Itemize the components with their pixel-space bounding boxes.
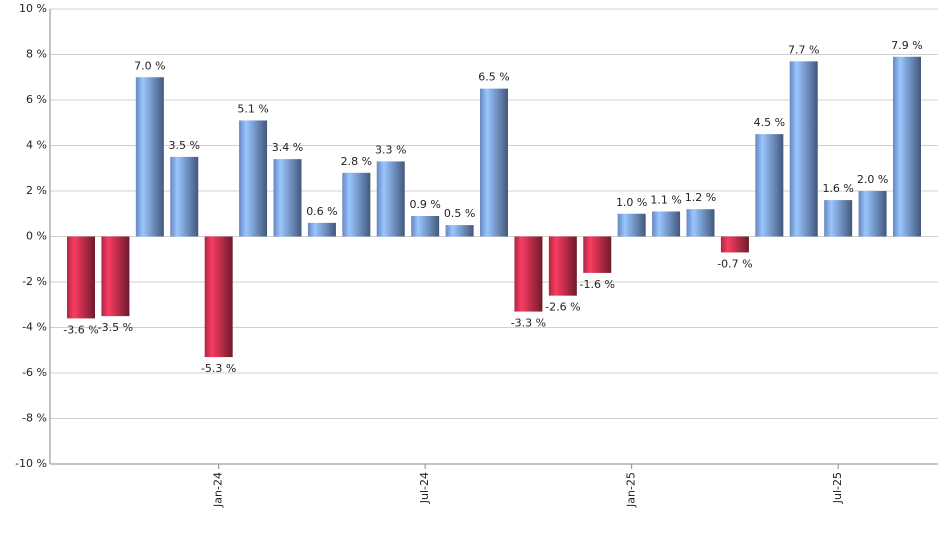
value-label: 6.5 % (478, 71, 509, 84)
bar (307, 222, 336, 237)
y-tick-label: -6 % (22, 366, 47, 379)
value-label: 1.2 % (685, 191, 716, 204)
value-label: 0.5 % (444, 207, 475, 220)
bar (480, 88, 508, 237)
bar (101, 236, 130, 317)
y-tick-label: -4 % (22, 321, 47, 334)
value-label: -1.6 % (580, 278, 615, 291)
y-tick-label: 10 % (19, 2, 47, 15)
value-label: 2.8 % (341, 155, 372, 168)
x-tick-label: Jul-25 (831, 472, 844, 504)
y-tick-label: 0 % (26, 230, 47, 243)
value-label: 7.9 % (891, 39, 922, 52)
bar (342, 172, 371, 237)
bar (411, 216, 440, 237)
value-label: -3.5 % (98, 321, 133, 334)
bar (548, 236, 577, 296)
value-label: 1.1 % (650, 193, 681, 206)
value-label: 1.0 % (616, 196, 647, 209)
bar (893, 56, 921, 237)
bar (170, 156, 199, 237)
value-label: 2.0 % (857, 173, 888, 186)
value-label: -3.6 % (63, 323, 98, 336)
bar (239, 120, 268, 237)
bar (204, 236, 233, 358)
bar (858, 191, 887, 237)
bar (135, 77, 164, 237)
y-tick-label: -2 % (22, 275, 47, 288)
bar (376, 161, 405, 237)
bar (652, 211, 681, 237)
value-label: 3.5 % (169, 139, 200, 152)
y-tick-label: -8 % (22, 412, 47, 425)
value-label: -2.6 % (545, 301, 580, 314)
value-label: 7.7 % (788, 43, 819, 56)
bar (445, 225, 474, 237)
bar (824, 200, 853, 237)
y-tick-label: -10 % (15, 457, 47, 470)
value-label: 4.5 % (754, 116, 785, 129)
x-tick-label: Jan-24 (212, 472, 225, 508)
value-label: 0.9 % (409, 198, 440, 211)
bar (755, 134, 784, 237)
bar (514, 236, 543, 312)
x-tick-label: Jul-24 (418, 472, 431, 504)
bar (583, 236, 612, 273)
value-label: 5.1 % (237, 102, 268, 115)
value-label: 3.3 % (375, 143, 406, 156)
y-tick-label: 6 % (26, 93, 47, 106)
value-label: 3.4 % (272, 141, 303, 154)
y-tick-label: 8 % (26, 48, 47, 61)
bar (720, 236, 749, 253)
value-label: -3.3 % (511, 317, 546, 330)
y-tick-label: 2 % (26, 184, 47, 197)
value-label: 0.6 % (306, 205, 337, 218)
x-tick-label: Jan-25 (625, 472, 638, 508)
bar (273, 159, 302, 237)
bar (789, 61, 818, 237)
bar (617, 213, 646, 237)
value-label: -0.7 % (717, 257, 752, 270)
bar (686, 209, 715, 237)
value-label: 1.6 % (822, 182, 853, 195)
y-tick-label: 4 % (26, 139, 47, 152)
value-label: 7.0 % (134, 59, 165, 72)
value-label: -5.3 % (201, 362, 236, 375)
bar (67, 236, 95, 319)
